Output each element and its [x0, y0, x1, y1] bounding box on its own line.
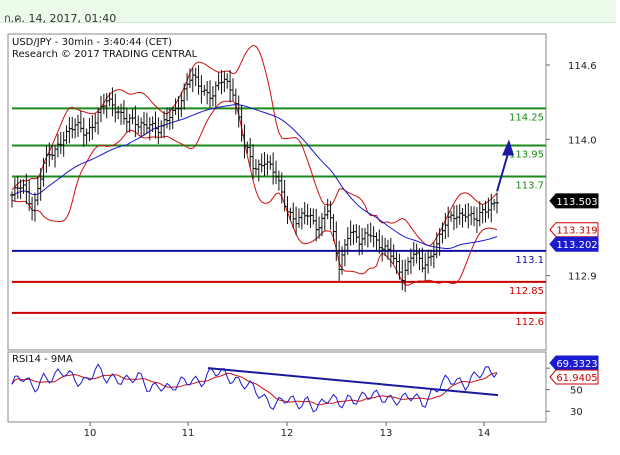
rsi-ma-line [11, 372, 498, 406]
rsi-value-tag-label: 69.3323 [556, 359, 597, 370]
candles [10, 65, 499, 293]
level-label: 113.7 [515, 181, 544, 192]
bollinger-bands [11, 44, 498, 286]
price-tag [549, 236, 599, 252]
header-bar: ก.ค. 14, 2017, 01:40 [0, 0, 620, 28]
price-tag-label: 113.202 [556, 240, 597, 251]
level-label: 114.25 [509, 112, 544, 123]
main-panel-frame [7, 33, 547, 351]
bollinger-lower [11, 100, 498, 286]
rsi-y-tick-label: 50 [570, 386, 583, 397]
forecast-arrow [496, 139, 514, 192]
rsi-line [11, 363, 498, 413]
rsi-y-tick-label: 30 [570, 407, 583, 418]
rsi-panel-frame [7, 351, 547, 423]
rsi-value-tag-label: 61.9405 [556, 373, 597, 384]
forecast-arrow-head [502, 139, 514, 156]
moving-average [11, 104, 498, 249]
level-label: 112.85 [509, 286, 544, 297]
rsi-value-tag [549, 355, 599, 371]
price-tag-label: 113.319 [556, 226, 597, 237]
chart-title: USD/JPY - 30min - 3:40:44 (CET) [12, 37, 172, 48]
x-tick-label: 10 [84, 428, 97, 439]
level-label: 112.6 [515, 317, 544, 328]
rsi-value-tag [549, 369, 599, 385]
y-tick-label: 112.9 [568, 272, 597, 283]
rsi-trendline [207, 367, 499, 397]
x-tick-label: 13 [380, 428, 393, 439]
x-axis: 10 11 12 13 14 [84, 422, 491, 439]
x-tick-label: 12 [281, 428, 294, 439]
level-label: 113.1 [515, 255, 544, 266]
price-chart: USD/JPY - 30min - 3:40:44 (CET) Research… [7, 33, 599, 439]
rsi-title: RSI14 - 9MA [12, 354, 73, 365]
y-tick-label: 114.0 [568, 135, 597, 146]
price-tags: 113.503 113.319 113.202 [549, 193, 599, 252]
forecast-arrow-line [496, 153, 509, 192]
x-tick-label: 14 [478, 428, 491, 439]
price-tag [549, 193, 599, 209]
header-background [0, 0, 616, 23]
level-label: 113.95 [509, 150, 544, 161]
price-tag-label: 113.503 [556, 197, 597, 208]
bollinger-upper [11, 44, 498, 247]
timestamp: ก.ค. 14, 2017, 01:40 [4, 12, 117, 25]
y-tick-label: 114.6 [568, 61, 597, 72]
price-tag [549, 222, 599, 238]
chart-subtitle: Research © 2017 TRADING CENTRAL [12, 49, 198, 60]
x-tick-label: 11 [182, 428, 195, 439]
y-axis: 114.6 114.0 112.9 [546, 61, 597, 283]
